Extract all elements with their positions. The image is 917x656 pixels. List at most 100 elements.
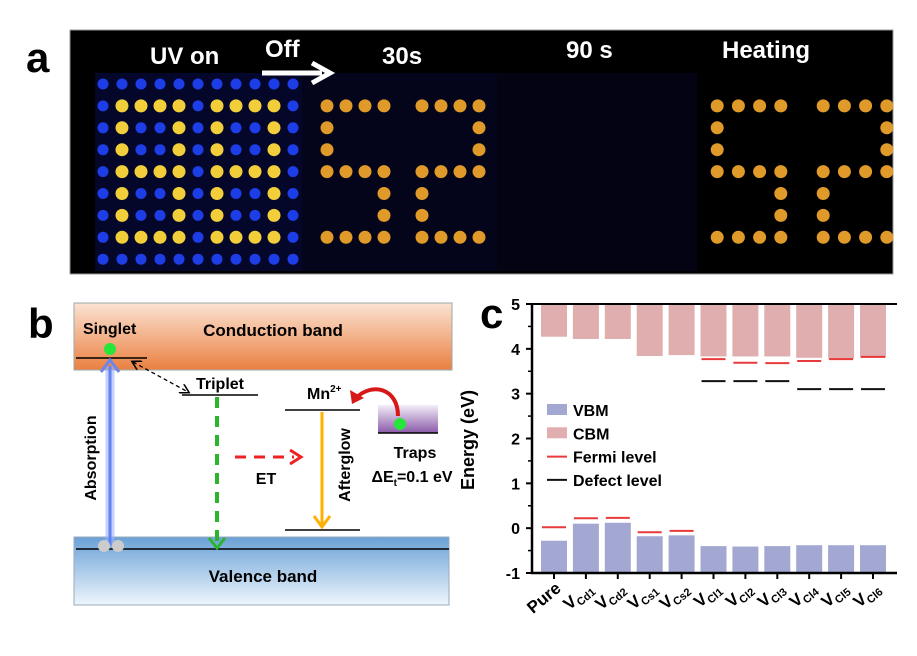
- unlit-dot: [173, 78, 185, 90]
- mn-label: Mn2+: [307, 384, 342, 403]
- y-tick-label: -1: [506, 566, 520, 583]
- unlit-dot: [116, 253, 128, 265]
- glowing-dot: [880, 230, 894, 244]
- unlit-dot: [154, 144, 166, 156]
- unlit-dot: [154, 253, 166, 265]
- unlit-dot: [154, 78, 166, 90]
- glowing-dot: [248, 230, 262, 244]
- legend-swatch: [547, 404, 567, 415]
- vbm-bar: [700, 546, 727, 573]
- unlit-dot: [97, 122, 109, 134]
- traps-label: Traps: [394, 445, 437, 462]
- unlit-dot: [249, 209, 261, 221]
- x-tick-label: VCl2: [722, 579, 758, 614]
- glowing-dot: [339, 230, 353, 244]
- glowing-dot: [859, 99, 873, 113]
- glowing-dot: [816, 208, 830, 222]
- glowing-dot: [731, 230, 745, 244]
- glowing-dot: [472, 230, 486, 244]
- unlit-dot: [135, 122, 147, 134]
- legend-label: Fermi level: [573, 450, 657, 467]
- glowing-dot: [210, 165, 224, 179]
- glowing-dot: [472, 121, 486, 135]
- unlit-dot: [287, 209, 299, 221]
- x-tick-label: VCl5: [818, 579, 854, 614]
- panel-label-b: b: [28, 300, 54, 347]
- glowing-dot: [453, 165, 467, 179]
- glowing-dot: [153, 165, 167, 179]
- glowing-dot: [731, 165, 745, 179]
- glowing-dot: [115, 143, 129, 157]
- glowing-dot: [753, 230, 767, 244]
- glowing-dot: [472, 143, 486, 157]
- glowing-dot: [774, 165, 788, 179]
- glowing-dot: [859, 230, 873, 244]
- unlit-dot: [97, 144, 109, 156]
- unlit-dot: [135, 144, 147, 156]
- glowing-dot: [210, 187, 224, 200]
- unlit-dot: [154, 188, 166, 199]
- glowing-dot: [267, 121, 281, 135]
- glowing-dot: [339, 99, 353, 113]
- legend-label: Defect level: [573, 473, 662, 490]
- glowing-dot: [267, 230, 281, 244]
- unlit-dot: [230, 78, 242, 90]
- glowing-dot: [774, 230, 788, 244]
- unlit-dot: [211, 253, 223, 265]
- unlit-dot: [287, 188, 299, 199]
- afterglow-label: Afterglow: [337, 428, 354, 502]
- unlit-dot: [249, 188, 261, 199]
- glowing-dot: [710, 121, 724, 135]
- glowing-dot: [229, 165, 243, 179]
- glowing-dot: [210, 143, 224, 157]
- glowing-dot: [377, 99, 391, 113]
- hole-icon: [112, 540, 124, 552]
- unlit-dot: [268, 78, 280, 90]
- glowing-dot: [229, 99, 243, 113]
- x-tick-label: VCl1: [690, 579, 726, 614]
- vbm-bar: [860, 545, 886, 573]
- cbm-bar: [860, 304, 886, 358]
- glowing-dot: [134, 165, 148, 179]
- glowing-dot: [837, 230, 851, 244]
- panel-c-chart: PureVCd1VCd2VCs1VCs2VCl1VCl2VCl3VCl4VCl5…: [458, 297, 897, 617]
- panel-b-diagram: Conduction band Valence band Singlet Abs…: [73, 302, 453, 606]
- glowing-dot: [434, 230, 448, 244]
- label-30s: 30s: [382, 43, 422, 70]
- glowing-dot: [339, 165, 353, 179]
- cbm-bar: [828, 304, 855, 359]
- unlit-dot: [192, 253, 204, 265]
- unlit-dot: [97, 231, 109, 243]
- glowing-dot: [267, 187, 281, 200]
- glowing-dot: [837, 165, 851, 179]
- y-tick-label: 4: [511, 342, 520, 359]
- x-tick-label: VCs2: [656, 579, 694, 616]
- unlit-dot: [192, 209, 204, 221]
- y-tick-label: 1: [511, 476, 520, 493]
- vbm-bar: [764, 546, 791, 573]
- glowing-dot: [377, 208, 391, 222]
- unlit-dot: [230, 209, 242, 221]
- cbm-bar: [700, 304, 727, 357]
- glowing-dot: [774, 187, 788, 200]
- glowing-dot: [377, 187, 391, 200]
- glowing-dot: [248, 99, 262, 113]
- legend-label: VBM: [573, 403, 609, 420]
- unlit-dot: [287, 100, 299, 112]
- unlit-dot: [287, 166, 299, 178]
- x-tick-label: VCl4: [786, 578, 823, 614]
- glowing-dot: [434, 99, 448, 113]
- cbm-bar: [572, 304, 599, 339]
- glowing-dot: [774, 99, 788, 113]
- glowing-dot: [415, 230, 429, 244]
- cbm-bar: [732, 304, 759, 357]
- vbm-bar: [604, 522, 631, 573]
- y-axis-label: Energy (eV): [458, 390, 478, 490]
- conduction-band: [73, 302, 453, 371]
- glowing-dot: [172, 143, 186, 157]
- hole-icon: [98, 540, 110, 552]
- label-off: Off: [265, 36, 301, 63]
- panel-label-c: c: [480, 290, 503, 337]
- conduction-band-label: Conduction band: [203, 321, 343, 340]
